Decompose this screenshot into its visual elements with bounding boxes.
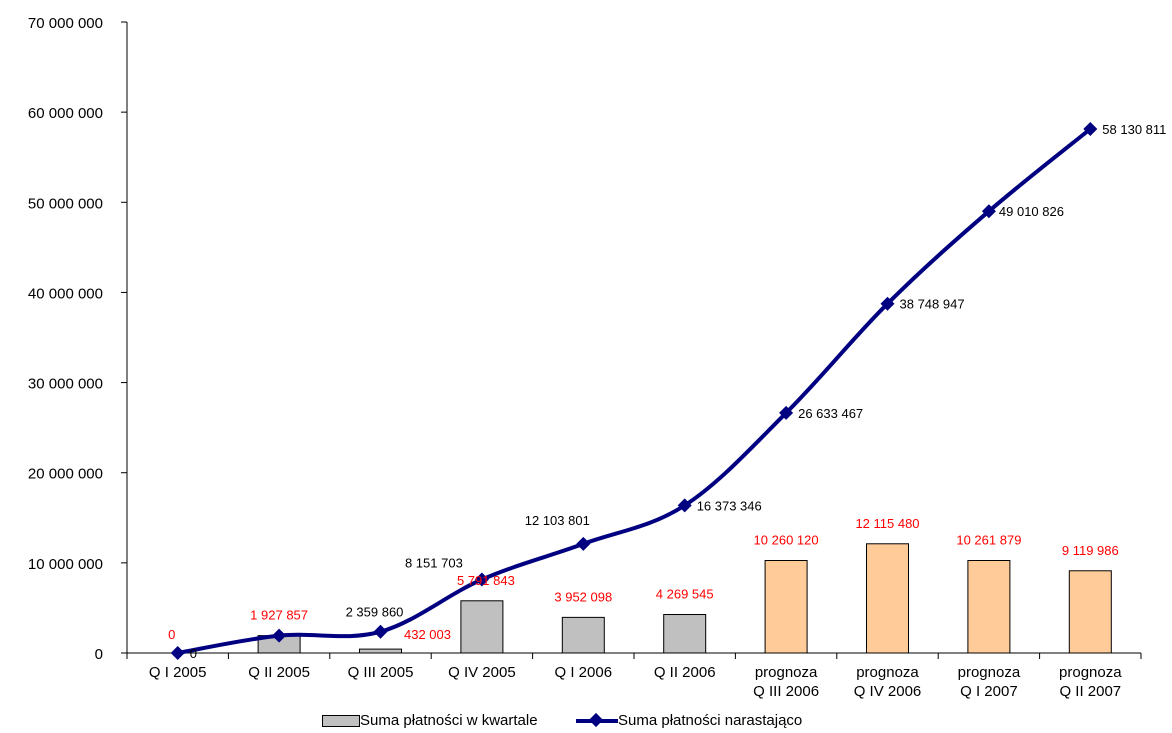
legend-item-line: Suma płatności narastająco (576, 712, 802, 729)
bar-data-label: 10 261 879 (956, 532, 1021, 547)
line-marker (170, 646, 185, 660)
bar-data-label: 0 (168, 627, 175, 642)
line-data-label: 49 010 826 (999, 204, 1064, 219)
bar (1068, 570, 1112, 654)
line-data-label: 0 (190, 646, 197, 661)
bar (460, 600, 504, 654)
x-tick-label: Q III 2005 (348, 664, 414, 681)
x-tick-label: Q I 2006 (555, 664, 613, 681)
line-series (170, 121, 1098, 660)
x-tick-label: prognoza Q III 2006 (753, 664, 819, 700)
line-marker (779, 405, 794, 420)
bar-data-label: 5 791 843 (457, 573, 515, 588)
y-tick-label: 10 000 000 (28, 556, 103, 573)
line-marker (474, 572, 489, 587)
line-data-label: 16 373 346 (697, 498, 762, 513)
legend-item-bars: Suma płatności w kwartale (322, 712, 538, 729)
line-marker (576, 536, 591, 551)
x-axis: Q I 2005 Q II 2005 Q III 2005 Q IV 2005 Q I … (126, 652, 1142, 700)
legend-diamond-marker (588, 712, 604, 727)
legend-bar-swatch (322, 714, 360, 727)
x-tick-label: Q I 2005 (149, 664, 207, 681)
bar-data-label: 10 260 120 (754, 533, 819, 548)
legend: Suma płatności w kwartale Suma płatności… (0, 712, 1172, 732)
line-marker (272, 628, 287, 643)
bar (967, 559, 1011, 654)
x-tick-label: prognoza Q IV 2006 (854, 664, 922, 700)
legend-bar-label: Suma płatności w kwartale (360, 712, 538, 729)
bar-data-label: 9 119 986 (1062, 543, 1119, 558)
bar-data-label: 4 269 545 (656, 587, 714, 602)
x-tick-label: Q II 2005 (248, 664, 310, 681)
line-data-label: 58 130 811 (1102, 122, 1166, 137)
x-tick-label: prognoza Q I 2007 (958, 664, 1021, 700)
line-marker (1083, 121, 1098, 136)
line-data-label: 2 359 860 (346, 605, 404, 620)
cumulative-line (177, 127, 1092, 655)
x-tick-label: prognoza Q II 2007 (1059, 664, 1122, 700)
line-data-label: 8 151 703 (405, 556, 463, 571)
line-marker (677, 498, 692, 513)
bar (663, 614, 707, 654)
bar-data-label: 12 115 480 (855, 516, 919, 531)
y-tick-label: 20 000 000 (28, 466, 103, 483)
bar (561, 616, 605, 654)
legend-line-swatch (576, 712, 618, 727)
y-tick-label: 30 000 000 (28, 376, 103, 393)
line-data-label: 12 103 801 (525, 513, 590, 528)
line-marker (981, 204, 996, 219)
bar-data-label: 3 952 098 (554, 589, 612, 604)
legend-line-label: Suma płatności narastająco (618, 712, 803, 729)
y-tick-label: 0 (95, 646, 103, 663)
data-labels: 0 1 927 857 432 003 5 791 843 3 952 098 4 269… (168, 122, 1166, 661)
bar (764, 560, 808, 654)
bar (359, 648, 402, 654)
line-data-label: 26 633 467 (798, 406, 863, 421)
bar (866, 543, 909, 654)
x-tick-label: Q II 2006 (654, 664, 716, 681)
bar-data-label: 432 003 (404, 627, 451, 642)
bar-data-label: 1 927 857 (250, 608, 308, 623)
y-tick-label: 40 000 000 (28, 285, 103, 302)
line-marker (880, 296, 895, 311)
y-tick-label: 60 000 000 (28, 105, 103, 122)
y-tick-label: 50 000 000 (28, 195, 103, 212)
line-marker (373, 624, 388, 639)
x-tick-label: Q IV 2005 (448, 664, 516, 681)
y-tick-label: 70 000 000 (28, 15, 103, 32)
bar-series (257, 543, 1112, 654)
y-axis: 0 10 000 000 20 000 000 30 000 000 40 000 00… (28, 15, 128, 663)
line-data-label: 38 748 947 (900, 297, 965, 312)
